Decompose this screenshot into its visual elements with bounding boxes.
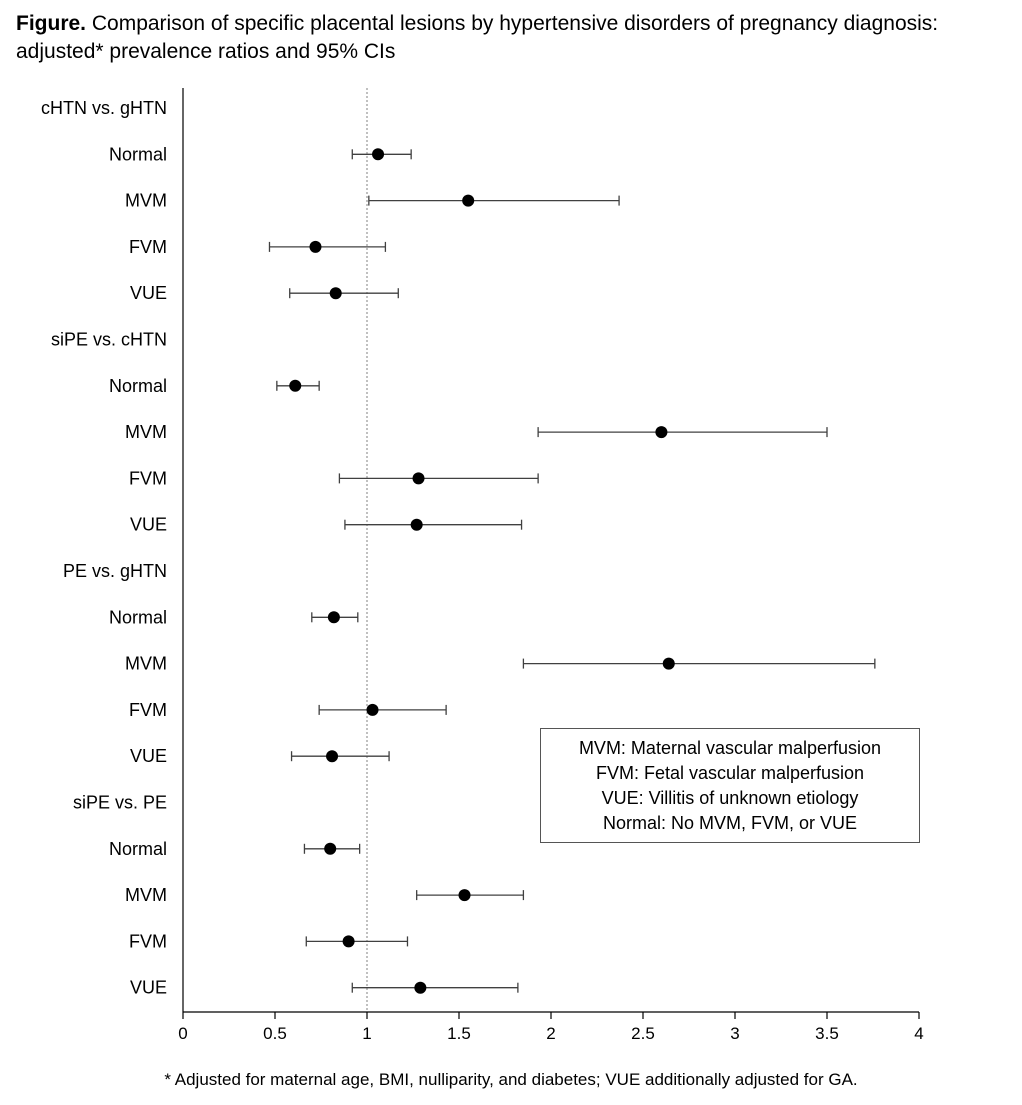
x-tick-label: 2: [546, 1024, 555, 1043]
row-label: MVM: [125, 654, 167, 674]
x-tick-label: 4: [914, 1024, 923, 1043]
row-label: VUE: [130, 283, 167, 303]
row-label: Normal: [109, 607, 167, 627]
row-label: VUE: [130, 515, 167, 535]
point-estimate: [329, 287, 342, 300]
group-header-label: siPE vs. cHTN: [51, 330, 167, 350]
point-estimate: [655, 426, 668, 439]
point-estimate: [462, 194, 475, 207]
point-estimate: [366, 703, 379, 716]
row-label: FVM: [129, 468, 167, 488]
point-estimate: [372, 148, 385, 161]
figure-title: Figure. Comparison of specific placental…: [16, 10, 1006, 66]
point-estimate: [327, 611, 340, 624]
row-label: MVM: [125, 885, 167, 905]
group-header-label: cHTN vs. gHTN: [41, 98, 167, 118]
x-tick-label: 2.5: [631, 1024, 655, 1043]
legend-entry-vue: VUE: Villitis of unknown etiology: [601, 787, 859, 808]
figure-title-bold: Figure.: [16, 12, 87, 35]
point-estimate: [414, 981, 427, 994]
point-estimate: [662, 657, 675, 670]
x-tick-label: 0: [178, 1024, 187, 1043]
figure-title-text: Comparison of specific placental lesions…: [16, 12, 939, 63]
x-tick-label: 3: [730, 1024, 739, 1043]
point-estimate: [458, 889, 471, 902]
row-label: Normal: [109, 839, 167, 859]
row-label: FVM: [129, 237, 167, 257]
row-label: MVM: [125, 422, 167, 442]
x-tick-label: 3.5: [815, 1024, 839, 1043]
legend-entry-normal: Normal: No MVM, FVM, or VUE: [602, 812, 858, 833]
row-label: MVM: [125, 191, 167, 211]
group-header-label: PE vs. gHTN: [63, 561, 167, 581]
point-estimate: [410, 518, 423, 531]
point-estimate: [289, 379, 302, 392]
row-label: Normal: [109, 376, 167, 396]
legend-box: MVM: Maternal vascular malperfusion FVM:…: [540, 728, 920, 843]
row-label: Normal: [109, 144, 167, 164]
point-estimate: [412, 472, 425, 485]
legend-entry-fvm: FVM: Fetal vascular malperfusion: [595, 762, 865, 783]
footnote: * Adjusted for maternal age, BMI, nullip…: [164, 1070, 858, 1089]
row-label: FVM: [129, 931, 167, 951]
point-estimate: [342, 935, 355, 948]
point-estimate: [309, 240, 322, 253]
legend-entry-mvm: MVM: Maternal vascular malperfusion: [578, 737, 882, 758]
x-tick-label: 0.5: [263, 1024, 287, 1043]
point-estimate: [326, 750, 339, 763]
x-tick-label: 1: [362, 1024, 371, 1043]
row-label: VUE: [130, 746, 167, 766]
row-label: VUE: [130, 978, 167, 998]
row-label: FVM: [129, 700, 167, 720]
x-tick-label: 1.5: [447, 1024, 471, 1043]
point-estimate: [324, 842, 337, 855]
group-header-label: siPE vs. PE: [73, 793, 167, 813]
